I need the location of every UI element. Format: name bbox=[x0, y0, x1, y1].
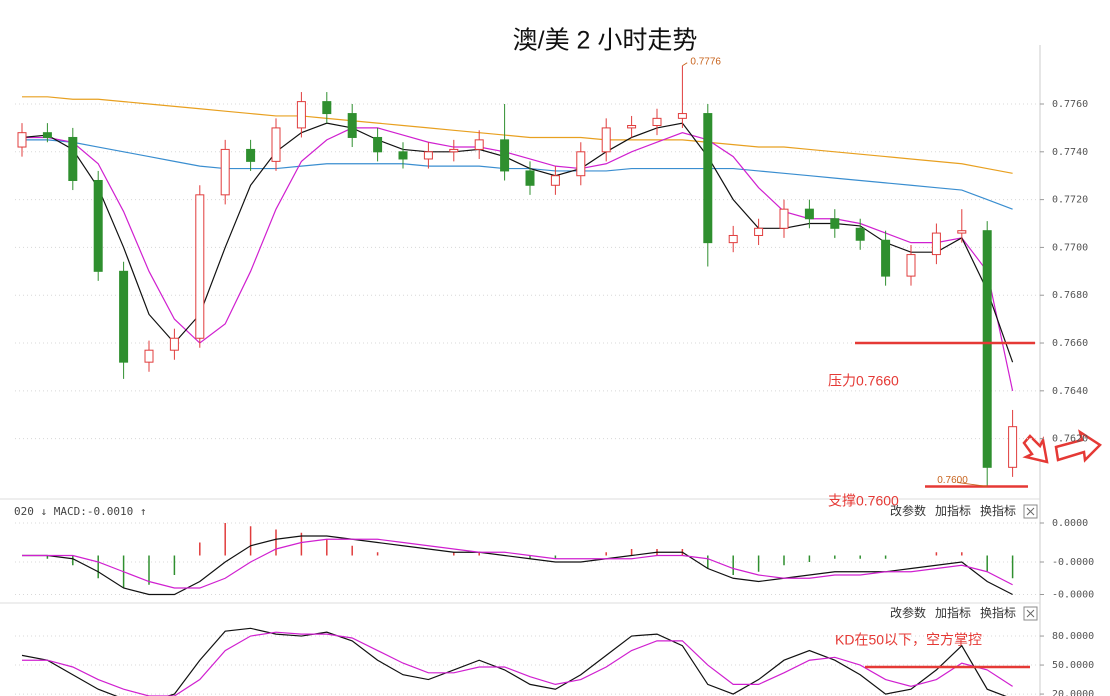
button[interactable]: 换指标 bbox=[980, 503, 1016, 518]
candle-body bbox=[449, 148, 459, 153]
candle-body bbox=[855, 227, 865, 241]
indicator-label: 020 ↓ MACD:-0.0010 ↑ bbox=[14, 505, 146, 518]
candle-body bbox=[881, 239, 891, 277]
candle-body bbox=[246, 148, 256, 162]
candle-body bbox=[398, 151, 408, 160]
button[interactable]: 换指标 bbox=[980, 605, 1016, 620]
candle-body bbox=[423, 151, 433, 160]
candle-body bbox=[982, 230, 992, 468]
candle-body bbox=[347, 113, 357, 138]
candle-body bbox=[119, 270, 129, 363]
candle-body bbox=[754, 227, 764, 236]
candle-body bbox=[93, 179, 103, 272]
annotation-arrow bbox=[957, 481, 988, 487]
candle-body bbox=[703, 113, 713, 244]
y-tick-label: 0.7680 bbox=[1052, 290, 1088, 301]
candle-body bbox=[804, 208, 814, 220]
candle-body bbox=[220, 148, 230, 196]
candle-body bbox=[677, 113, 687, 119]
candle-body bbox=[779, 208, 789, 229]
y-tick-label: 0.7640 bbox=[1052, 386, 1088, 397]
candle-body bbox=[474, 139, 484, 150]
annotation-label: KD在50以下，空方掌控 bbox=[835, 632, 982, 648]
arrow-icon bbox=[1022, 434, 1049, 464]
candle-body bbox=[728, 234, 738, 244]
close-icon[interactable] bbox=[1026, 507, 1035, 516]
y-tick-label: 0.7760 bbox=[1052, 99, 1088, 110]
candle-body bbox=[322, 101, 332, 115]
candle-body bbox=[373, 136, 383, 153]
close-icon[interactable] bbox=[1023, 504, 1038, 519]
candle-body bbox=[271, 127, 281, 162]
close-icon[interactable] bbox=[1023, 606, 1038, 621]
candle-body bbox=[906, 254, 916, 277]
button[interactable]: 改参数 bbox=[890, 503, 926, 518]
candle-body bbox=[195, 194, 205, 339]
indicator-line bbox=[22, 96, 1013, 174]
y-tick-label: 50.0000 bbox=[1052, 660, 1094, 671]
button[interactable]: 加指标 bbox=[935, 503, 971, 518]
y-tick-label: -0.0000 bbox=[1052, 557, 1094, 568]
candle-body bbox=[296, 101, 306, 129]
y-tick-label: 0.7700 bbox=[1052, 242, 1088, 253]
candle-body bbox=[169, 337, 179, 351]
plot-area bbox=[15, 522, 1040, 596]
candle-body bbox=[144, 349, 154, 363]
arrow-icon bbox=[1054, 429, 1102, 463]
indicator-line bbox=[21, 122, 1014, 363]
indicator-line bbox=[22, 535, 1013, 596]
indicator-line bbox=[22, 139, 1013, 210]
candle-body bbox=[1008, 426, 1018, 468]
candle-body bbox=[830, 218, 840, 229]
y-tick-label: 80.0000 bbox=[1052, 631, 1094, 642]
annotation-label: 0.7776 bbox=[690, 56, 721, 67]
indicator-line bbox=[22, 538, 1013, 589]
button[interactable]: 改参数 bbox=[890, 605, 926, 620]
close-icon[interactable] bbox=[1026, 609, 1035, 618]
candle-body bbox=[931, 232, 941, 256]
y-tick-label: -0.0000 bbox=[1052, 590, 1094, 601]
candle-body bbox=[576, 151, 586, 177]
candle-body bbox=[627, 125, 637, 129]
y-tick-label: 0.7740 bbox=[1052, 147, 1088, 158]
y-tick-label: 0.7720 bbox=[1052, 195, 1088, 206]
candle-body bbox=[957, 230, 967, 234]
candle-body bbox=[500, 139, 510, 172]
candle-body bbox=[652, 117, 662, 127]
y-tick-label: 20.0000 bbox=[1052, 689, 1094, 696]
y-tick-label: 0.7620 bbox=[1052, 434, 1088, 445]
plot-area bbox=[15, 627, 1040, 696]
chart-title: 澳/美 2 小时走势 bbox=[513, 27, 698, 55]
annotation-label: 0.7600 bbox=[937, 475, 968, 486]
y-tick-label: 0.0000 bbox=[1052, 518, 1088, 529]
annotation-arrow bbox=[682, 62, 688, 67]
level-label: 支撑0.7600 bbox=[828, 493, 899, 509]
plot-area bbox=[15, 65, 1040, 487]
level-label: 压力0.7660 bbox=[828, 373, 899, 389]
candle-body bbox=[42, 132, 52, 138]
button[interactable]: 加指标 bbox=[935, 605, 971, 620]
indicator-line bbox=[21, 627, 1007, 696]
candle-body bbox=[550, 175, 560, 186]
candle-body bbox=[601, 127, 611, 153]
y-tick-label: 0.7660 bbox=[1052, 338, 1088, 349]
candle-body bbox=[525, 170, 535, 186]
candle-body bbox=[68, 136, 78, 181]
indicator-line bbox=[22, 127, 1014, 391]
indicator-line bbox=[22, 631, 1013, 696]
candle-body bbox=[17, 132, 27, 148]
